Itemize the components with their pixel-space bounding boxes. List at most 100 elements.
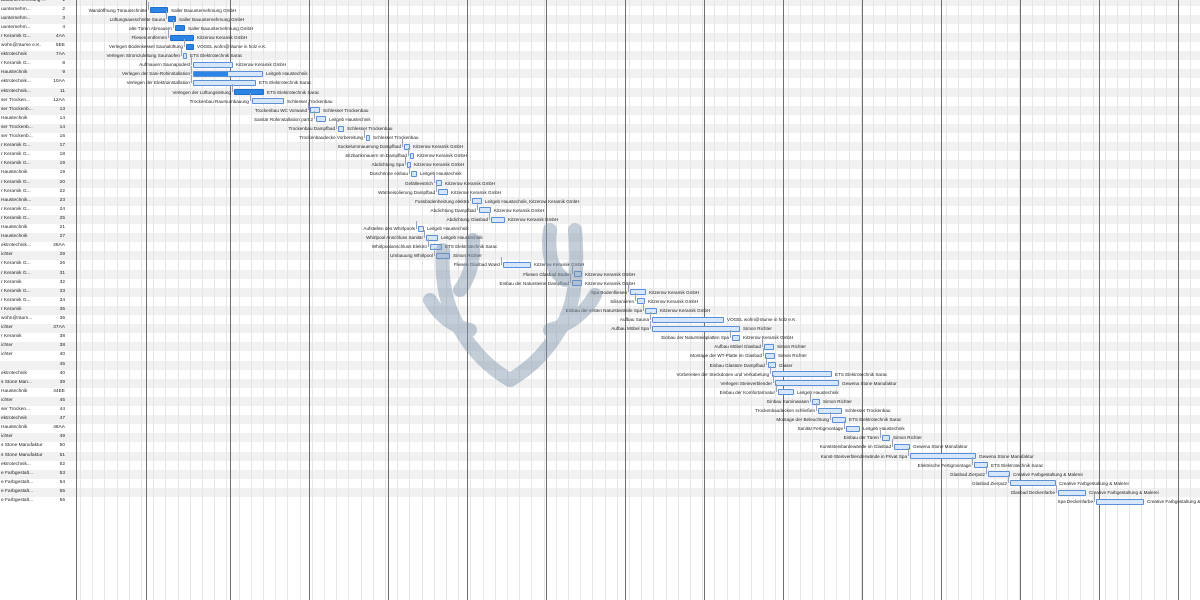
task-row[interactable]: Haustechnik 19 xyxy=(0,169,76,179)
task-bar[interactable] xyxy=(772,371,832,378)
task-bar[interactable] xyxy=(410,152,414,159)
task-bar[interactable] xyxy=(436,252,450,259)
task-row[interactable]: Haustechnik 9 xyxy=(0,69,76,79)
task-row[interactable]: s Stone Manufaktur 51 xyxy=(0,451,76,461)
task-bar[interactable] xyxy=(652,316,724,323)
task-row[interactable]: r Keramik 35 xyxy=(0,305,76,315)
task-row[interactable]: wohn@räume e.K. 5EE xyxy=(0,42,76,51)
task-row[interactable]: r Keramik G... 26 xyxy=(0,260,76,270)
task-bar[interactable] xyxy=(765,353,775,359)
task-bar[interactable] xyxy=(436,180,442,187)
task-bar[interactable] xyxy=(252,98,284,105)
task-row[interactable]: uunternehm... 4 xyxy=(0,23,76,33)
task-bar[interactable] xyxy=(732,334,740,341)
task-row[interactable]: ichter 49 xyxy=(0,433,76,443)
task-bar[interactable] xyxy=(910,453,976,460)
task-row[interactable]: r Keramik 38 xyxy=(0,333,76,343)
task-row[interactable]: Haustechnik 44EE xyxy=(0,387,76,397)
task-bar[interactable] xyxy=(150,7,168,14)
task-bar[interactable] xyxy=(768,362,776,369)
task-row[interactable]: r Keramik G... 17 xyxy=(0,142,76,152)
task-row[interactable]: r Keramik 32 xyxy=(0,278,76,288)
task-row[interactable]: r Keramik G... 24 xyxy=(0,205,76,215)
task-row[interactable]: ser Trockenb... 13 xyxy=(0,105,76,115)
task-bar[interactable] xyxy=(193,70,263,77)
task-row[interactable]: Haustechnik... 23 xyxy=(0,196,76,206)
task-row[interactable]: s Stone Man... 39 xyxy=(0,378,76,388)
task-row[interactable]: e Farbgestalt... 53 xyxy=(0,469,76,479)
task-bar[interactable] xyxy=(310,107,320,114)
task-row[interactable]: ektrotechnik 40 xyxy=(0,369,76,379)
task-row[interactable]: s Stone Manufaktur 50 xyxy=(0,442,76,452)
task-row[interactable]: r Keramik G... 4AA xyxy=(0,32,76,42)
task-row[interactable]: r Keramik G... 33 xyxy=(0,287,76,297)
task-row[interactable]: r Keramik G... 25 xyxy=(0,214,76,224)
task-row[interactable]: ektrotechnik 7AA xyxy=(0,51,76,61)
task-bar[interactable] xyxy=(430,243,442,250)
task-bar[interactable] xyxy=(366,134,370,141)
task-bar[interactable] xyxy=(193,80,256,86)
task-bar[interactable] xyxy=(894,444,910,450)
task-row[interactable]: e Farbgestalt... 54 xyxy=(0,478,76,488)
task-row[interactable]: 45 xyxy=(0,360,76,370)
task-bar[interactable] xyxy=(411,171,417,177)
task-bar[interactable] xyxy=(1096,498,1144,505)
task-row[interactable]: uunternehm... 3 xyxy=(0,14,76,24)
task-bar[interactable] xyxy=(652,325,740,332)
task-bar[interactable] xyxy=(338,125,344,132)
task-row[interactable]: r Keramik G... 8 xyxy=(0,60,76,70)
task-bar[interactable] xyxy=(572,280,582,287)
task-bar[interactable] xyxy=(637,298,645,305)
task-row[interactable]: ser Trocken... 12AA xyxy=(0,96,76,106)
task-bar[interactable] xyxy=(832,416,846,423)
task-row[interactable]: ser Trockenb... 16 xyxy=(0,133,76,142)
task-bar[interactable] xyxy=(168,16,176,23)
task-bar[interactable] xyxy=(418,225,424,232)
task-bar[interactable] xyxy=(491,216,505,223)
task-row[interactable]: r Keramik G... 34 xyxy=(0,296,76,306)
task-row[interactable]: Haustechnik 27 xyxy=(0,233,76,243)
task-bar[interactable] xyxy=(426,234,438,241)
task-row[interactable]: r Keramik G... 20 xyxy=(0,178,76,188)
task-bar[interactable] xyxy=(316,116,326,123)
task-row[interactable]: ektrotechnik... 10AA xyxy=(0,78,76,88)
task-bar[interactable] xyxy=(1058,489,1086,496)
task-bar[interactable] xyxy=(503,262,531,268)
task-row[interactable]: ichter 37AA xyxy=(0,324,76,334)
task-row[interactable]: uunternehm... 2 xyxy=(0,5,76,15)
task-row[interactable]: ichter 38 xyxy=(0,342,76,352)
task-bar[interactable] xyxy=(1010,480,1056,487)
task-bar[interactable] xyxy=(438,189,448,196)
task-row[interactable]: ser Trockenb... 14 xyxy=(0,123,76,133)
task-bar[interactable] xyxy=(193,61,233,68)
task-bar[interactable] xyxy=(846,425,860,432)
task-row[interactable]: Bauunternehmung ... 1 xyxy=(0,0,76,6)
task-row[interactable]: r Keramik G... 19 xyxy=(0,160,76,170)
task-bar[interactable] xyxy=(882,434,890,441)
task-bar[interactable] xyxy=(234,89,264,96)
task-row[interactable]: Haustechnik 21 xyxy=(0,224,76,233)
task-bar[interactable] xyxy=(186,43,194,50)
task-row[interactable]: r Keramik G... 22 xyxy=(0,187,76,197)
task-row[interactable]: ektrotechnik... 11 xyxy=(0,87,76,97)
task-bar[interactable] xyxy=(404,143,410,150)
task-bar[interactable] xyxy=(775,380,839,387)
task-bar[interactable] xyxy=(630,289,646,296)
task-row[interactable]: ser Trocken... 44 xyxy=(0,406,76,415)
task-row[interactable]: Haustechnik 14 xyxy=(0,114,76,124)
task-row[interactable]: e Farbgestalt... 56 xyxy=(0,497,76,506)
task-row[interactable]: ichter 29 xyxy=(0,251,76,261)
task-bar[interactable] xyxy=(183,52,187,59)
task-bar[interactable] xyxy=(479,207,491,214)
task-bar[interactable] xyxy=(764,343,774,350)
task-row[interactable]: wohn@räum... 36 xyxy=(0,315,76,324)
task-bar[interactable] xyxy=(175,25,185,32)
task-row[interactable]: e Farbgestalt... 55 xyxy=(0,487,76,497)
task-row[interactable]: ektrotechnik... 52 xyxy=(0,460,76,470)
task-bar[interactable] xyxy=(988,471,1010,478)
task-row[interactable]: r Keramik G... 31 xyxy=(0,269,76,279)
task-bar[interactable] xyxy=(170,34,194,41)
task-row[interactable]: ektrotechnik... 28AA xyxy=(0,242,76,252)
task-row[interactable]: ektrotechnik 47 xyxy=(0,415,76,425)
task-row[interactable]: ichter 45 xyxy=(0,396,76,406)
